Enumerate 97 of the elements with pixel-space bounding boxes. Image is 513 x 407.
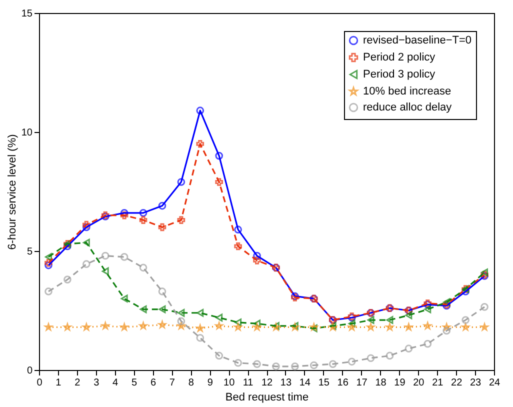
point — [158, 223, 166, 232]
x-tick-label: 23 — [470, 378, 482, 388]
point — [158, 305, 166, 314]
point — [291, 362, 299, 370]
point — [82, 238, 90, 247]
x-tick-label: 7 — [169, 378, 176, 388]
point — [254, 320, 261, 328]
x-tick-label: 21 — [432, 378, 444, 388]
point — [405, 311, 412, 320]
y-tick-label: 15 — [21, 8, 33, 20]
point — [158, 288, 166, 296]
x-tick-label: 9 — [207, 378, 214, 388]
point — [44, 258, 52, 267]
point — [253, 252, 261, 260]
point — [177, 178, 186, 186]
x-tick-label: 15 — [318, 378, 330, 388]
x-tick-label: 10 — [224, 378, 236, 388]
point — [196, 140, 204, 148]
point — [404, 344, 413, 352]
x-tick-label: 19 — [394, 378, 406, 388]
x-tick-label: 3 — [94, 378, 100, 388]
point — [216, 314, 223, 322]
legend-label: Period 3 policy — [363, 68, 436, 80]
x-tick-label: 2 — [74, 378, 81, 388]
point — [328, 360, 337, 368]
y-tick-label: 10 — [21, 128, 33, 138]
point — [178, 308, 185, 317]
legend-label: reduce alloc delay — [363, 102, 452, 114]
point — [366, 354, 375, 362]
point — [480, 303, 488, 311]
point — [44, 253, 52, 261]
point — [196, 334, 204, 342]
point — [481, 268, 488, 276]
x-tick-label: 24 — [488, 378, 500, 388]
point — [82, 260, 90, 268]
point — [272, 362, 280, 370]
point — [196, 308, 204, 317]
point — [215, 352, 224, 360]
point — [253, 256, 261, 264]
point — [139, 216, 148, 224]
point — [158, 202, 166, 210]
point — [234, 358, 242, 367]
point — [196, 106, 204, 114]
point — [64, 276, 72, 284]
point — [348, 320, 356, 328]
point — [215, 178, 224, 186]
point — [253, 360, 261, 368]
point — [120, 253, 128, 261]
x-tick-label: 5 — [132, 378, 138, 388]
x-tick-label: 22 — [451, 378, 463, 388]
point — [101, 252, 110, 260]
x-tick-label: 8 — [188, 378, 194, 388]
point — [140, 305, 147, 314]
point — [102, 267, 109, 276]
x-tick-label: 18 — [375, 378, 387, 388]
point — [386, 316, 394, 324]
x-tick-label: 4 — [112, 378, 119, 388]
y-tick-label: 0 — [26, 366, 33, 376]
x-tick-label: 13 — [280, 378, 292, 388]
point — [310, 361, 318, 370]
point — [215, 152, 224, 160]
point — [139, 209, 148, 217]
point — [44, 288, 52, 296]
point — [177, 317, 186, 326]
point — [234, 318, 242, 326]
point — [424, 340, 432, 348]
y-axis-title: 6-hour service level (%) — [6, 134, 18, 250]
point — [443, 298, 450, 306]
legend-label: revised−baseline−T=0 — [363, 34, 472, 46]
point — [120, 211, 128, 220]
x-tick-label: 14 — [299, 378, 311, 388]
x-axis-title: Bed request time — [225, 392, 309, 404]
point — [386, 352, 394, 360]
x-tick-label: 16 — [337, 378, 349, 388]
point — [367, 316, 374, 324]
point — [348, 358, 356, 366]
point — [177, 216, 186, 224]
x-tick-label: 1 — [56, 378, 62, 388]
y-tick-label: 5 — [26, 246, 33, 258]
point — [234, 226, 242, 234]
x-tick-label: 12 — [261, 378, 273, 388]
x-tick-label: 17 — [356, 378, 368, 388]
point — [234, 242, 242, 250]
x-tick-label: 20 — [413, 378, 425, 388]
point — [424, 305, 432, 314]
point — [82, 220, 90, 229]
legend-label: Period 2 policy — [363, 52, 436, 64]
point — [82, 223, 90, 232]
x-tick-label: 0 — [36, 378, 43, 388]
legend-label: 10% bed increase — [363, 86, 452, 98]
point — [442, 326, 451, 335]
point — [310, 324, 318, 332]
point — [139, 264, 148, 272]
x-tick-label: 6 — [150, 378, 156, 388]
x-tick-label: 11 — [242, 378, 254, 388]
point — [462, 316, 470, 324]
point — [120, 294, 128, 303]
